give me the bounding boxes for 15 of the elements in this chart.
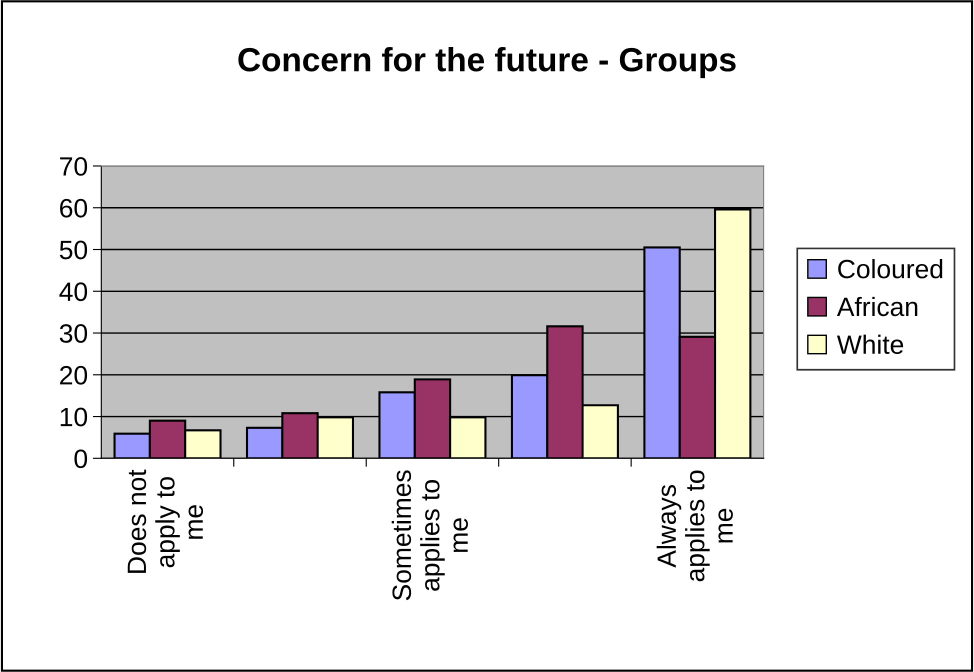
y-tick-label: 0 [74,449,88,468]
legend-label: African [836,296,918,316]
y-tick-label: 30 [60,324,88,343]
y-tick-label: 40 [59,282,88,302]
legend-label: Coloured [838,259,942,278]
chart-title: Concern for the future - Groups [238,47,736,78]
x-tick-label: Sometimes applies to me [392,470,468,600]
y-tick-label: 20 [60,366,88,385]
y-tick-label: 10 [60,408,88,426]
y-tick-label: 50 [60,240,88,260]
y-tick-label: 70 [60,157,88,176]
legend-label: White [836,334,904,354]
y-tick-label: 60 [60,198,88,218]
x-tick-label: Does not apply to me [128,470,204,573]
x-tick-label: Always applies to me [656,470,733,582]
